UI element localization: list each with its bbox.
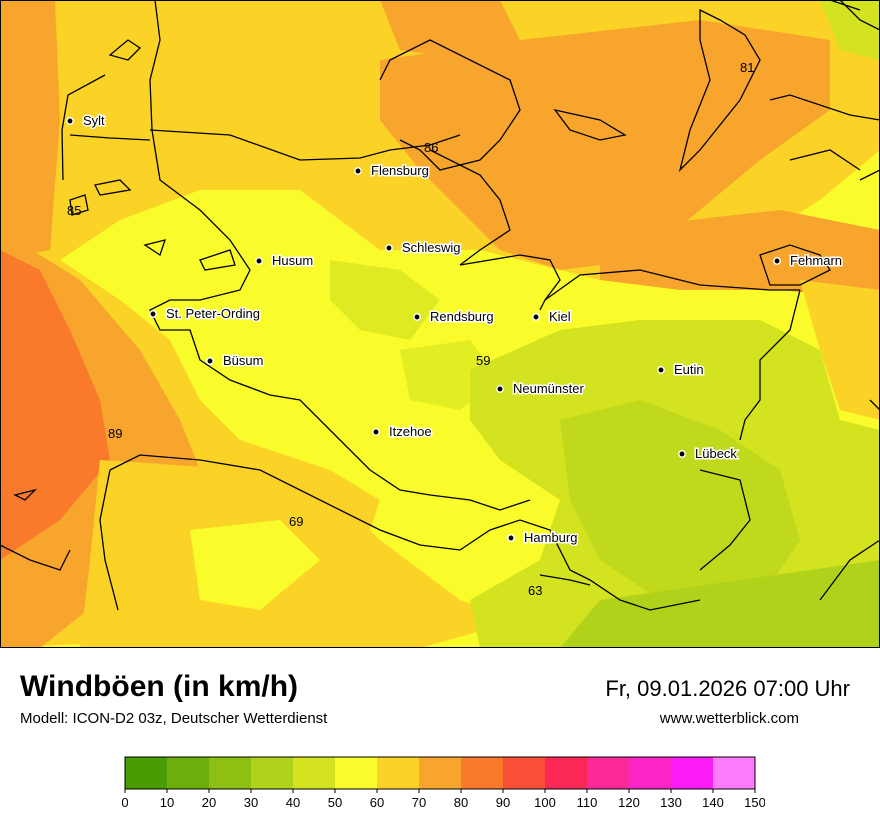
legend-tick-label: 140 (702, 795, 724, 810)
city-marker (413, 313, 421, 321)
city-label-eutin: Eutin (674, 362, 704, 377)
color-legend: 0 10 20 30 40 50 60 70 80 90 100 110 120 130 140 150 (115, 752, 766, 822)
wind-field-green-south (560, 560, 880, 648)
wind-field-orange-north (380, 0, 520, 60)
legend-canvas: 0 10 20 30 40 50 60 70 80 90 100 110 120 130 140 150 (121, 756, 766, 810)
legend-tick-label: 40 (286, 795, 300, 810)
legend-color-swatch (545, 757, 587, 789)
city-label-rendsburg: Rendsburg (430, 309, 494, 324)
city-marker (532, 313, 540, 321)
city-label-itzehoe: Itzehoe (389, 424, 432, 439)
city-marker (385, 244, 393, 252)
legend-tick-label: 110 (577, 795, 598, 810)
wind-value-label: 85 (67, 203, 81, 218)
city-marker (678, 450, 686, 458)
wind-field-lime-center (330, 260, 440, 340)
wind-field-deep-orange-west (0, 250, 110, 560)
city-marker (507, 534, 515, 542)
legend-tick-label: 80 (454, 795, 468, 810)
city-marker (354, 167, 362, 175)
legend-color-swatch (251, 757, 293, 789)
city-markers: Sylt Flensburg Schleswig Husum Fehmarn S… (66, 112, 844, 547)
wind-field-lime-center2 (400, 340, 500, 410)
map-canvas: 81 86 85 59 89 69 63 Sylt Flensburg Schl… (0, 0, 880, 648)
legend-tick-label: 60 (370, 795, 384, 810)
city-marker (657, 366, 665, 374)
map-title: Windböen (in km/h) (20, 670, 299, 703)
wind-value-label: 81 (740, 60, 754, 75)
legend-tick-label: 90 (496, 795, 510, 810)
legend-color-swatch (671, 757, 713, 789)
wind-field-yellow-patch (190, 520, 320, 610)
weather-map: 81 86 85 59 89 69 63 Sylt Flensburg Schl… (0, 0, 880, 648)
legend-color-swatch (629, 757, 671, 789)
legend-tick-label: 0 (121, 795, 128, 810)
wind-value-label: 86 (424, 140, 438, 155)
legend-tick-label: 120 (618, 795, 640, 810)
wind-field-orange-sylt (0, 0, 60, 260)
wind-field-orange-ne (380, 20, 830, 270)
city-label-schleswig: Schleswig (402, 240, 461, 255)
legend-tick-label: 150 (744, 795, 765, 810)
wind-field-gold-east (800, 280, 880, 420)
coastlines (0, 0, 880, 611)
legend-tick-label: 30 (244, 795, 258, 810)
legend-color-swatch (713, 757, 755, 789)
city-label-st-peter-ording: St. Peter-Ording (166, 306, 260, 321)
legend-color-swatch (503, 757, 545, 789)
city-label-kiel: Kiel (549, 309, 571, 324)
legend-color-swatch (461, 757, 503, 789)
website-link[interactable]: www.wetterblick.com (659, 710, 799, 727)
wind-value-label: 59 (476, 353, 490, 368)
legend-border (124, 756, 756, 790)
city-marker (255, 257, 263, 265)
legend-color-swatch (377, 757, 419, 789)
legend-color-swatch (587, 757, 629, 789)
legend-tick-label: 100 (534, 795, 556, 810)
city-label-buesum: Büsum (223, 353, 263, 368)
city-label-sylt: Sylt (83, 113, 105, 128)
legend-color-swatch (209, 757, 251, 789)
legend-color-swatch (125, 757, 167, 789)
wind-value-label: 89 (108, 426, 122, 441)
legend-tick-label: 50 (328, 795, 342, 810)
city-label-luebeck: Lübeck (695, 446, 737, 461)
city-marker (206, 357, 214, 365)
city-marker (149, 310, 157, 318)
forecast-datetime: Fr, 09.01.2026 07:00 Uhr (605, 676, 850, 701)
legend-color-swatch (419, 757, 461, 789)
city-label-neumuenster: Neumünster (513, 381, 584, 396)
city-marker (496, 385, 504, 393)
legend-tick-label: 10 (160, 795, 174, 810)
wind-field-green-se (560, 400, 800, 600)
city-marker (773, 257, 781, 265)
legend-tick-label: 20 (202, 795, 216, 810)
legend-tick-label: 70 (412, 795, 426, 810)
city-label-fehmarn: Fehmarn (790, 253, 842, 268)
city-label-flensburg: Flensburg (371, 163, 429, 178)
city-label-hamburg: Hamburg (524, 530, 577, 545)
city-marker (66, 117, 74, 125)
city-marker (372, 428, 380, 436)
legend-tick-label: 130 (660, 795, 682, 810)
model-subtitle: Modell: ICON-D2 03z, Deutscher Wetterdie… (20, 710, 328, 727)
wind-value-label: 63 (528, 583, 542, 598)
legend-color-swatch (335, 757, 377, 789)
wind-value-label: 69 (289, 514, 303, 529)
legend-color-swatch (167, 757, 209, 789)
city-label-husum: Husum (272, 253, 313, 268)
wind-field-lime-ne (820, 0, 880, 60)
legend-color-swatch (293, 757, 335, 789)
